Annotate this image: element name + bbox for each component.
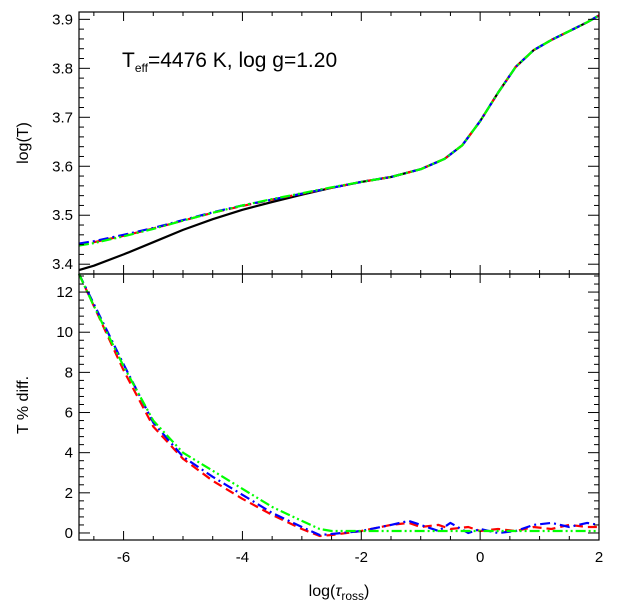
series-line	[78, 273, 600, 537]
series-line	[78, 14, 600, 247]
y-tick-label: 0	[65, 525, 73, 542]
y-tick-label: 3.6	[52, 158, 73, 175]
top-y-axis-title: log(T)	[15, 122, 32, 164]
x-tick-label: -2	[355, 549, 368, 566]
y-tick-label: 3.5	[52, 207, 73, 224]
y-tick-label: 3.4	[52, 256, 73, 273]
bottom-panel: -6 -4 -2 0 2 0 2 4 6 8 10 12 T % diff. log(τross)	[15, 273, 603, 603]
x-axis-title-main: log(	[309, 583, 336, 600]
y-tick-label: 10	[56, 324, 73, 341]
series-line	[78, 273, 599, 538]
series-line	[78, 273, 599, 533]
y-tick-label: 4	[65, 445, 73, 462]
top-panel: 3.4 3.5 3.6 3.7 3.8 3.9 log(T) Teff=4476 K, l…	[15, 11, 600, 275]
x-axis-title-symbol: τ	[335, 583, 342, 600]
x-axis-title: log(τross)	[309, 583, 370, 603]
top-ticks: 3.4 3.5 3.6 3.7 3.8 3.9	[52, 11, 600, 275]
y-tick-label: 3.9	[52, 11, 73, 28]
bottom-y-axis-title: T % diff.	[15, 376, 32, 434]
y-tick-label: 2	[65, 485, 73, 502]
top-annotation: Teff=4476 K, log g=1.20	[122, 49, 337, 75]
y-tick-label: 3.8	[52, 60, 73, 77]
top-plot-area	[78, 14, 600, 272]
x-tick-label: -4	[236, 549, 249, 566]
bottom-panel-frame	[78, 273, 600, 541]
x-axis-title-subscript: ross	[341, 589, 364, 603]
y-tick-label: 3.7	[52, 109, 73, 126]
x-tick-label: -6	[117, 549, 130, 566]
x-tick-label: 2	[595, 549, 603, 566]
y-tick-label: 8	[65, 364, 73, 381]
bottom-ticks: -6 -4 -2 0 2 0 2 4 6 8 10 12	[56, 274, 603, 566]
bottom-plot-area	[78, 273, 600, 538]
annotation-text: =4476 K, log g=1.20	[148, 49, 337, 72]
x-tick-label: 0	[476, 549, 484, 566]
annotation-subscript: eff	[135, 61, 149, 75]
y-tick-label: 6	[65, 405, 73, 422]
x-axis-title-close: )	[364, 583, 369, 600]
annotation-prefix: T	[122, 49, 135, 72]
y-tick-label: 12	[56, 284, 73, 301]
